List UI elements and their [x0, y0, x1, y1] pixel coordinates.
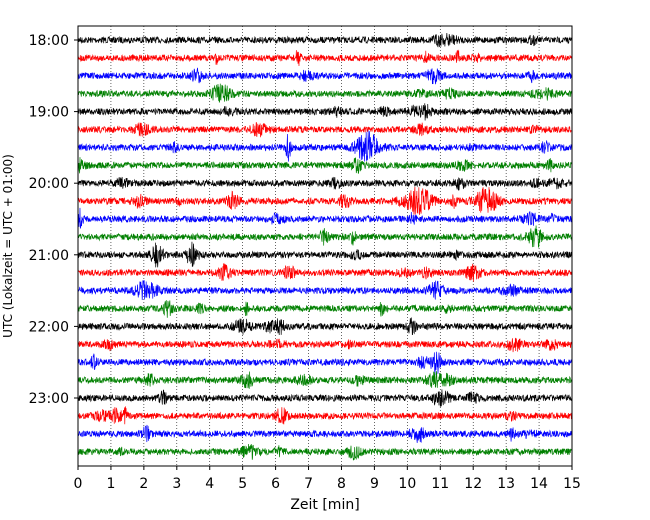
seismogram-trace	[77, 130, 573, 162]
seismogram-trace	[77, 371, 573, 389]
seismogram-trace	[77, 300, 573, 318]
y-axis: 18:00 19:00 20:00 21:00 22:00 23:00	[29, 33, 78, 407]
seismogram-trace	[77, 280, 573, 301]
y-tick-label: 23:00	[29, 391, 69, 407]
x-tick-label: 1	[106, 476, 115, 492]
seismogram-trace	[77, 389, 573, 407]
seismogram-trace	[77, 157, 573, 174]
seismogram-trace	[77, 317, 573, 336]
x-tick-label: 8	[337, 476, 346, 492]
y-tick-label: 20:00	[29, 176, 69, 192]
seismogram-trace	[77, 67, 573, 85]
x-tick-label: 10	[398, 476, 416, 492]
x-tick-label: 4	[205, 476, 214, 492]
x-tick-label: 15	[563, 476, 581, 492]
seismogram-trace	[77, 176, 573, 191]
x-tick-label: 7	[304, 476, 313, 492]
y-axis-label: UTC (Lokalzeit = UTC + 01:00)	[1, 154, 15, 338]
seismogram-trace	[77, 262, 573, 282]
traces	[77, 32, 573, 461]
seismogram-trace	[77, 32, 573, 48]
seismogram-trace	[77, 186, 573, 215]
plot-frame	[77, 25, 573, 467]
seismogram-trace	[77, 444, 573, 461]
x-tick-label: 2	[139, 476, 148, 492]
seismogram-trace	[77, 337, 573, 353]
y-tick-label: 22:00	[29, 319, 69, 335]
y-tick-label: 21:00	[29, 248, 69, 264]
seismogram-trace	[77, 424, 573, 443]
seismogram-trace	[77, 122, 573, 138]
x-tick-label: 12	[464, 476, 482, 492]
x-tick-label: 0	[74, 476, 83, 492]
x-tick-label: 5	[238, 476, 247, 492]
seismogram-trace	[77, 351, 573, 375]
x-tick-label: 13	[497, 476, 515, 492]
seismogram-trace	[77, 83, 573, 103]
x-tick-label: 3	[172, 476, 181, 492]
seismogram-trace	[77, 49, 573, 66]
seismogram-trace	[77, 225, 573, 248]
y-tick-label: 19:00	[29, 105, 69, 121]
x-axis-label: Zeit [min]	[290, 497, 359, 513]
y-tick-label: 18:00	[29, 33, 69, 49]
seismogram-trace	[77, 406, 573, 425]
seismogram-trace	[77, 241, 573, 268]
grid-lines	[110, 26, 540, 466]
x-tick-label: 9	[370, 476, 379, 492]
x-tick-label: 11	[431, 476, 449, 492]
x-axis: 0 1 2 3 4 5 6 7 8 9 10 11 12 13 14 15	[74, 466, 581, 492]
x-tick-label: 14	[530, 476, 548, 492]
seismogram-trace	[77, 103, 573, 121]
x-tick-label: 6	[271, 476, 280, 492]
seismogram-trace	[77, 207, 573, 229]
